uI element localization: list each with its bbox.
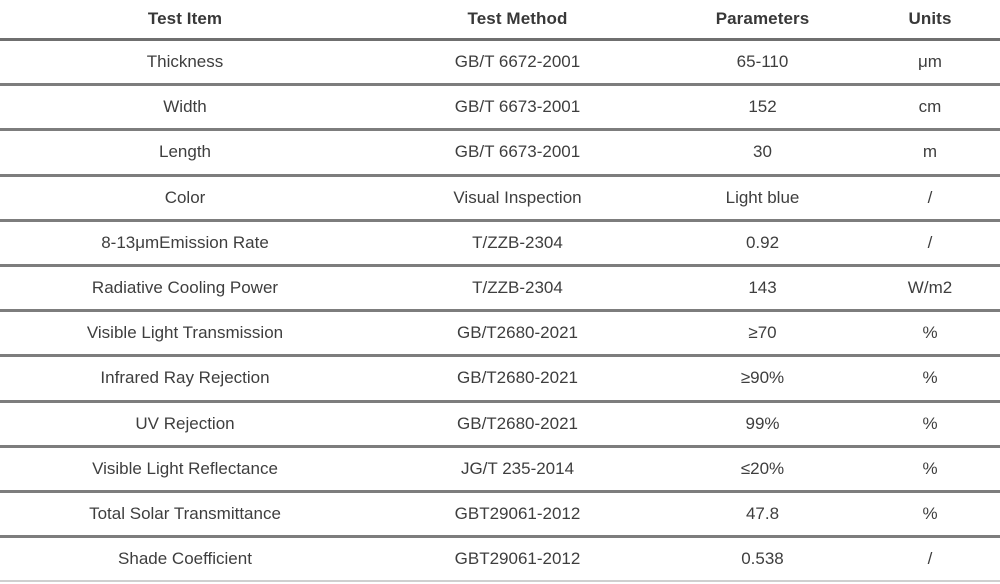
- cell-test-method: Visual Inspection: [370, 175, 665, 222]
- cell-unit: %: [860, 401, 1000, 448]
- cell-unit: %: [860, 446, 1000, 493]
- column-header-test-method: Test Method: [370, 0, 665, 41]
- cell-test-item: Visible Light Reflectance: [0, 446, 370, 493]
- table-header: Test Item Test Method Parameters Units: [0, 0, 1000, 41]
- column-header-test-item: Test Item: [0, 0, 370, 41]
- cell-parameter: 0.92: [665, 220, 860, 267]
- cell-test-method: GB/T 6673-2001: [370, 84, 665, 132]
- cell-unit: /: [860, 536, 1000, 583]
- cell-test-item: Width: [0, 84, 370, 132]
- cell-test-method: T/ZZB-2304: [370, 220, 665, 267]
- cell-test-item: 8-13μmEmission Rate: [0, 220, 370, 267]
- table-row: UV Rejection GB/T2680-2021 99% %: [0, 401, 1000, 448]
- cell-test-method: GB/T2680-2021: [370, 310, 665, 358]
- cell-parameter: Light blue: [665, 175, 860, 222]
- cell-parameter: ≥90%: [665, 355, 860, 403]
- cell-test-item: Total Solar Transmittance: [0, 491, 370, 539]
- cell-unit: m: [860, 129, 1000, 177]
- cell-test-method: T/ZZB-2304: [370, 265, 665, 313]
- cell-unit: %: [860, 355, 1000, 403]
- column-header-units: Units: [860, 0, 1000, 41]
- cell-test-method: JG/T 235-2014: [370, 446, 665, 493]
- table-row: Total Solar Transmittance GBT29061-2012 …: [0, 491, 1000, 539]
- cell-test-item: Shade Coefficient: [0, 536, 370, 583]
- cell-parameter: 143: [665, 265, 860, 313]
- cell-test-item: Infrared Ray Rejection: [0, 355, 370, 403]
- table-row: Thickness GB/T 6672-2001 65-110 μm: [0, 39, 1000, 87]
- cell-parameter: 152: [665, 84, 860, 132]
- cell-test-method: GBT29061-2012: [370, 491, 665, 539]
- header-row: Test Item Test Method Parameters Units: [0, 0, 1000, 41]
- table-body: Thickness GB/T 6672-2001 65-110 μm Width…: [0, 39, 1000, 583]
- cell-test-item: UV Rejection: [0, 401, 370, 448]
- cell-parameter: ≥70: [665, 310, 860, 358]
- table-row: Length GB/T 6673-2001 30 m: [0, 129, 1000, 177]
- table-row: Width GB/T 6673-2001 152 cm: [0, 84, 1000, 132]
- cell-parameter: ≤20%: [665, 446, 860, 493]
- cell-test-item: Length: [0, 129, 370, 177]
- table-row: 8-13μmEmission Rate T/ZZB-2304 0.92 /: [0, 220, 1000, 267]
- cell-parameter: 47.8: [665, 491, 860, 539]
- cell-test-method: GB/T 6673-2001: [370, 129, 665, 177]
- table-row: Visible Light Transmission GB/T2680-2021…: [0, 310, 1000, 358]
- cell-test-method: GB/T2680-2021: [370, 401, 665, 448]
- cell-test-method: GB/T2680-2021: [370, 355, 665, 403]
- table-row: Color Visual Inspection Light blue /: [0, 175, 1000, 222]
- cell-unit: /: [860, 220, 1000, 267]
- cell-unit: W/m2: [860, 265, 1000, 313]
- column-header-parameters: Parameters: [665, 0, 860, 41]
- cell-test-method: GBT29061-2012: [370, 536, 665, 583]
- cell-unit: %: [860, 491, 1000, 539]
- cell-parameter: 0.538: [665, 536, 860, 583]
- table-row: Shade Coefficient GBT29061-2012 0.538 /: [0, 536, 1000, 583]
- table-row: Infrared Ray Rejection GB/T2680-2021 ≥90…: [0, 355, 1000, 403]
- cell-unit: %: [860, 310, 1000, 358]
- cell-parameter: 99%: [665, 401, 860, 448]
- cell-parameter: 30: [665, 129, 860, 177]
- table-row: Radiative Cooling Power T/ZZB-2304 143 W…: [0, 265, 1000, 313]
- cell-unit: /: [860, 175, 1000, 222]
- cell-unit: μm: [860, 39, 1000, 87]
- cell-parameter: 65-110: [665, 39, 860, 87]
- cell-test-method: GB/T 6672-2001: [370, 39, 665, 87]
- cell-test-item: Visible Light Transmission: [0, 310, 370, 358]
- cell-test-item: Color: [0, 175, 370, 222]
- cell-test-item: Radiative Cooling Power: [0, 265, 370, 313]
- table-row: Visible Light Reflectance JG/T 235-2014 …: [0, 446, 1000, 493]
- cell-unit: cm: [860, 84, 1000, 132]
- cell-test-item: Thickness: [0, 39, 370, 87]
